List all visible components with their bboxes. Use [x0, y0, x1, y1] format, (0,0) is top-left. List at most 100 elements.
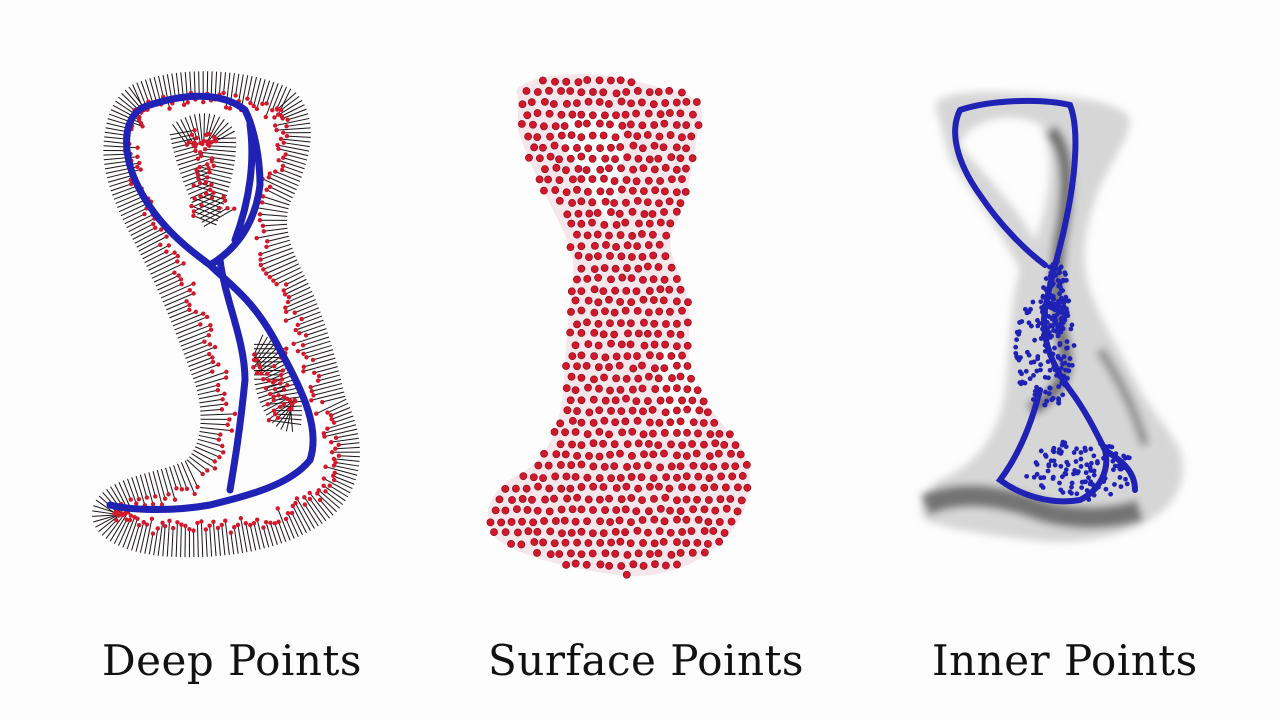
- deep-spike: [263, 255, 296, 270]
- deep-spike: [318, 370, 339, 377]
- surface-dot: [563, 494, 571, 503]
- deep-spike: [276, 127, 311, 131]
- surface-dot: [700, 440, 708, 449]
- surface-dot: [689, 461, 698, 470]
- deep-spike: [280, 95, 300, 111]
- deep-spike-dot: [197, 181, 203, 186]
- deep-spike-dot: [191, 183, 196, 188]
- deep-spike: [195, 377, 227, 388]
- surface-dot: [660, 429, 669, 437]
- surface-dot: [622, 570, 631, 579]
- surface-dot: [643, 329, 652, 338]
- surface-dot: [721, 462, 729, 471]
- deep-spike-dot: [281, 130, 286, 135]
- deep-spike: [332, 475, 355, 485]
- surface-dot: [628, 186, 637, 195]
- deep-spike: [177, 463, 188, 489]
- deep-spike: [199, 398, 223, 404]
- surface-dot: [535, 175, 544, 184]
- surface-dot: [588, 549, 597, 558]
- deep-spike: [144, 251, 167, 264]
- deep-spike-dot: [329, 450, 335, 455]
- surface-dot: [645, 287, 654, 295]
- deep-spike-dot: [195, 520, 200, 526]
- surface-dot: [602, 241, 610, 249]
- deep-spike: [136, 230, 169, 248]
- inner-dot: [1017, 369, 1023, 375]
- deep-spike: [224, 520, 230, 555]
- deep-spike: [322, 395, 346, 403]
- surface-dot: [722, 483, 730, 492]
- surface-dot: [665, 86, 674, 95]
- surface-dot: [644, 440, 653, 448]
- deep-spike: [103, 156, 138, 161]
- inner-dot: [1047, 273, 1053, 279]
- surface-dot: [556, 461, 565, 469]
- surface-dot: [722, 504, 731, 513]
- deep-spike: [103, 145, 138, 149]
- deep-spike-dot: [294, 496, 300, 501]
- surface-dot: [540, 517, 548, 525]
- surface-dot: [577, 264, 586, 273]
- surface-dot: [678, 396, 686, 405]
- surface-dot: [617, 319, 625, 328]
- surface-dot: [595, 452, 604, 461]
- deep-spike: [186, 353, 210, 363]
- surface-dot: [639, 407, 647, 416]
- inner-dot: [1125, 455, 1131, 460]
- deep-spike: [150, 260, 178, 275]
- deep-spike: [276, 86, 288, 109]
- surface-dot: [573, 362, 581, 371]
- surface-dot: [611, 155, 619, 164]
- deep-spike: [112, 185, 138, 196]
- surface-dot: [524, 132, 533, 141]
- surface-dot: [606, 518, 614, 526]
- deep-spike-dot: [259, 371, 264, 376]
- deep-spike-dot: [277, 404, 283, 410]
- inner-dot: [1057, 480, 1062, 486]
- deep-spike-dot: [280, 163, 286, 169]
- inner-dot: [1034, 471, 1040, 477]
- surface-dot: [594, 298, 603, 307]
- inner-dot: [1058, 365, 1064, 371]
- surface-dot: [519, 472, 528, 481]
- surface-dot: [699, 397, 708, 406]
- inner-dot: [1083, 448, 1088, 453]
- deep-spike: [256, 519, 265, 549]
- surface-dot: [616, 449, 624, 458]
- surface-dot: [527, 98, 536, 107]
- deep-spike: [235, 73, 240, 96]
- surface-dot: [577, 505, 586, 514]
- surface-dot: [633, 416, 642, 425]
- deep-spike: [325, 466, 358, 476]
- surface-dot: [588, 154, 597, 163]
- surface-dot: [566, 396, 575, 405]
- surface-dot: [573, 230, 581, 239]
- surface-dot: [584, 340, 593, 349]
- deep-spike-dot: [309, 389, 315, 394]
- surface-dot: [545, 484, 554, 493]
- inner-dot: [1047, 367, 1053, 373]
- surface-dot: [731, 441, 740, 450]
- deep-spike-dot: [135, 145, 140, 150]
- deep-spike-dot: [204, 314, 210, 320]
- deep-spike: [277, 508, 291, 541]
- surface-dot: [623, 352, 632, 361]
- deep-spike: [203, 208, 235, 227]
- surface-dot: [589, 88, 597, 96]
- deep-spike-dot: [267, 274, 273, 280]
- surface-dot: [639, 430, 648, 439]
- surface-dot: [590, 375, 598, 384]
- deep-spike-dot: [284, 124, 289, 129]
- surface-dot: [574, 209, 583, 218]
- deep-spike: [205, 148, 236, 153]
- deep-spike-dot: [284, 133, 290, 139]
- deep-spike: [189, 456, 208, 471]
- deep-spike-dot: [283, 318, 289, 323]
- inner-dot: [1110, 458, 1116, 464]
- surface-dot: [585, 452, 593, 460]
- deep-spike-dot: [320, 399, 325, 405]
- surface-dot: [524, 527, 533, 536]
- deep-spike-dot: [207, 170, 212, 175]
- deep-spike: [156, 469, 166, 499]
